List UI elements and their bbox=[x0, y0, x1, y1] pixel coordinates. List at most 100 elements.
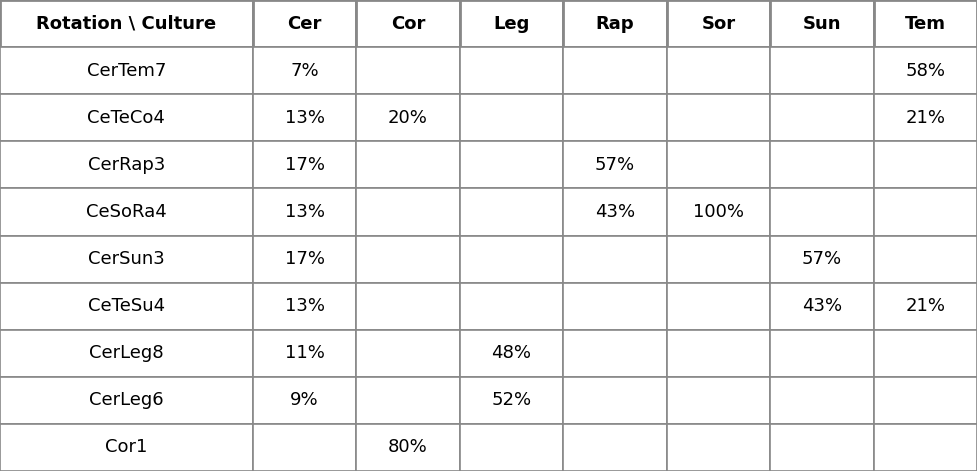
Bar bbox=[563, 236, 666, 283]
Text: 21%: 21% bbox=[906, 109, 946, 127]
Text: Sun: Sun bbox=[802, 15, 841, 32]
Text: 11%: 11% bbox=[284, 344, 324, 362]
Bar bbox=[253, 424, 357, 471]
Bar bbox=[0, 424, 253, 471]
Bar bbox=[666, 94, 770, 141]
Text: CeSoRa4: CeSoRa4 bbox=[86, 203, 167, 221]
Bar bbox=[770, 424, 873, 471]
Text: 43%: 43% bbox=[802, 297, 842, 315]
Text: 13%: 13% bbox=[284, 297, 324, 315]
Bar bbox=[357, 141, 460, 188]
Bar bbox=[357, 236, 460, 283]
Bar bbox=[666, 141, 770, 188]
Text: 17%: 17% bbox=[284, 250, 324, 268]
Bar bbox=[0, 377, 253, 424]
Bar bbox=[666, 236, 770, 283]
Bar bbox=[563, 424, 666, 471]
Bar bbox=[460, 94, 563, 141]
Bar bbox=[563, 377, 666, 424]
Bar bbox=[253, 236, 357, 283]
Bar bbox=[0, 283, 253, 330]
Text: 80%: 80% bbox=[388, 439, 428, 456]
Bar bbox=[770, 330, 873, 377]
Text: 52%: 52% bbox=[491, 391, 531, 409]
Bar bbox=[0, 141, 253, 188]
Bar bbox=[770, 236, 873, 283]
Bar bbox=[563, 188, 666, 236]
Text: 20%: 20% bbox=[388, 109, 428, 127]
Bar bbox=[253, 188, 357, 236]
Text: 100%: 100% bbox=[693, 203, 743, 221]
Text: Cer: Cer bbox=[287, 15, 321, 32]
Text: Rap: Rap bbox=[596, 15, 634, 32]
Bar bbox=[0, 236, 253, 283]
Bar bbox=[253, 283, 357, 330]
Text: 58%: 58% bbox=[906, 62, 946, 80]
Bar bbox=[873, 47, 977, 94]
Text: 13%: 13% bbox=[284, 109, 324, 127]
Bar bbox=[873, 0, 977, 47]
Bar bbox=[0, 330, 253, 377]
Bar bbox=[253, 141, 357, 188]
Bar bbox=[460, 377, 563, 424]
Bar bbox=[873, 283, 977, 330]
Text: Tem: Tem bbox=[905, 15, 946, 32]
Bar bbox=[357, 377, 460, 424]
Bar bbox=[253, 0, 357, 47]
Bar bbox=[0, 47, 253, 94]
Text: 9%: 9% bbox=[290, 391, 319, 409]
Bar bbox=[770, 94, 873, 141]
Bar bbox=[770, 377, 873, 424]
Bar bbox=[666, 424, 770, 471]
Text: Leg: Leg bbox=[493, 15, 530, 32]
Bar bbox=[666, 47, 770, 94]
Text: Rotation \ Culture: Rotation \ Culture bbox=[36, 15, 217, 32]
Bar bbox=[770, 141, 873, 188]
Bar bbox=[770, 283, 873, 330]
Bar bbox=[873, 141, 977, 188]
Bar bbox=[563, 283, 666, 330]
Bar bbox=[0, 188, 253, 236]
Bar bbox=[460, 47, 563, 94]
Bar bbox=[357, 94, 460, 141]
Bar bbox=[460, 141, 563, 188]
Text: Cor: Cor bbox=[391, 15, 425, 32]
Bar bbox=[563, 330, 666, 377]
Text: 21%: 21% bbox=[906, 297, 946, 315]
Bar bbox=[873, 236, 977, 283]
Bar bbox=[873, 94, 977, 141]
Bar bbox=[666, 0, 770, 47]
Text: Cor1: Cor1 bbox=[106, 439, 148, 456]
Bar bbox=[770, 47, 873, 94]
Text: 57%: 57% bbox=[595, 156, 635, 174]
Text: CerLeg8: CerLeg8 bbox=[89, 344, 164, 362]
Text: CerSun3: CerSun3 bbox=[88, 250, 165, 268]
Bar bbox=[666, 377, 770, 424]
Bar bbox=[253, 330, 357, 377]
Bar bbox=[460, 236, 563, 283]
Bar bbox=[770, 0, 873, 47]
Bar bbox=[460, 188, 563, 236]
Bar bbox=[873, 377, 977, 424]
Bar bbox=[563, 47, 666, 94]
Bar bbox=[873, 330, 977, 377]
Text: 17%: 17% bbox=[284, 156, 324, 174]
Text: CeTeCo4: CeTeCo4 bbox=[88, 109, 165, 127]
Bar bbox=[563, 0, 666, 47]
Bar bbox=[666, 283, 770, 330]
Bar bbox=[357, 47, 460, 94]
Bar bbox=[460, 424, 563, 471]
Bar bbox=[460, 330, 563, 377]
Text: Sor: Sor bbox=[701, 15, 736, 32]
Bar bbox=[563, 141, 666, 188]
Bar bbox=[873, 424, 977, 471]
Bar bbox=[357, 188, 460, 236]
Bar bbox=[0, 94, 253, 141]
Bar bbox=[563, 94, 666, 141]
Bar bbox=[253, 94, 357, 141]
Bar bbox=[253, 47, 357, 94]
Text: CerTem7: CerTem7 bbox=[87, 62, 166, 80]
Bar bbox=[0, 0, 253, 47]
Bar bbox=[666, 188, 770, 236]
Text: CerLeg6: CerLeg6 bbox=[89, 391, 164, 409]
